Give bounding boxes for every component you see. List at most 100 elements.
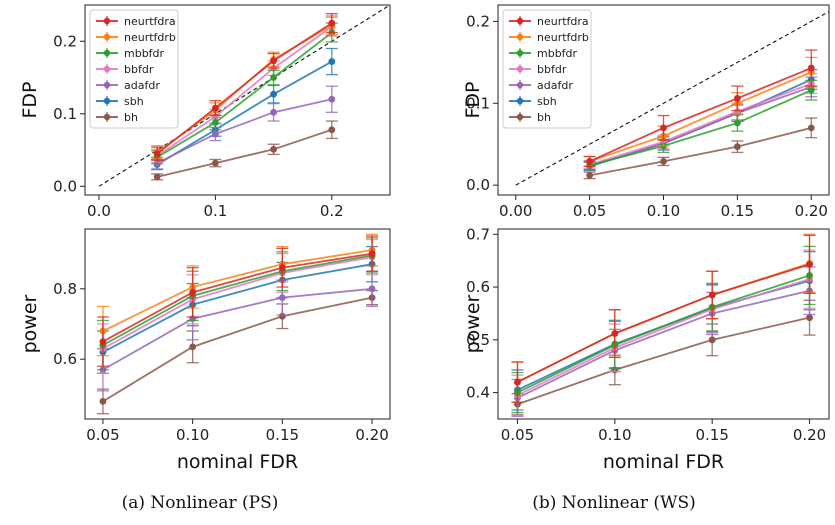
- series-line: [102, 249, 373, 332]
- y-tick-label: 0.4: [466, 384, 490, 402]
- legend-swatch-marker: [516, 81, 524, 89]
- series-line: [102, 296, 373, 403]
- x-tick-label: 0.20: [793, 426, 826, 444]
- legend-label: sbh: [537, 95, 557, 108]
- legend-label: bh: [537, 111, 551, 124]
- x-axis-label: nominal FDR: [603, 451, 724, 473]
- legend-item-sbh: sbh: [96, 95, 144, 108]
- y-tick-label: 0.6: [466, 278, 490, 296]
- legend-swatch-marker: [103, 97, 111, 105]
- legend-label: adafdr: [537, 79, 573, 92]
- data-point: [270, 74, 277, 81]
- x-tick-label: 0.2: [320, 202, 344, 220]
- y-tick-label: 0.5: [466, 331, 490, 349]
- panel-WS-power: 0.05 0.10 0.15 0.20 0.4 0.5 0.6 0.7 power nominal…: [462, 225, 830, 473]
- y-tick-label: 0.1: [466, 94, 490, 112]
- series-line: [156, 60, 333, 166]
- data-point: [99, 398, 107, 405]
- y-tick-label: 0.0: [53, 177, 77, 195]
- legend-swatch-marker: [516, 33, 524, 41]
- series-line: [589, 67, 812, 163]
- series-line: [589, 86, 812, 167]
- panel-WS-FDP: 0.00 0.05 0.10 0.15 0.20 0.0 0.1 0.2 FDP neurtfdr…: [462, 4, 830, 220]
- data-point: [586, 158, 594, 165]
- x-tick-label: 0.10: [176, 426, 209, 444]
- legend-swatch-marker: [103, 49, 111, 57]
- x-tick-label: 0.05: [86, 426, 119, 444]
- x-tick-label: 0.05: [501, 426, 534, 444]
- legend-item-bbfdr: bbfdr: [96, 63, 154, 76]
- legend: neurtfdra neurtfdrb mbbfdr bbfdr adafdr sbh bh: [89, 9, 179, 129]
- data-point: [514, 378, 521, 386]
- legend-item-neurtfdra: neurtfdra: [96, 15, 176, 28]
- y-axis-label: power: [462, 294, 484, 353]
- legend-label: mbbfdr: [124, 47, 165, 60]
- legend-item-bh: bh: [509, 111, 551, 124]
- legend-item-neurtfdrb: neurtfdrb: [96, 31, 176, 44]
- y-tick-label: 0.0: [466, 176, 490, 194]
- legend-item-bh: bh: [96, 111, 138, 124]
- series-line: [517, 263, 810, 383]
- x-tick-label: 0.15: [695, 426, 728, 444]
- series-line: [156, 98, 332, 164]
- x-tick-label: 0.1: [203, 202, 227, 220]
- series-bh: [583, 117, 818, 180]
- data-point: [807, 64, 815, 72]
- data-point: [270, 145, 277, 153]
- series-line: [517, 274, 810, 394]
- legend-swatch-marker: [516, 17, 524, 25]
- x-tick-label: 0.10: [598, 426, 631, 444]
- series-bh: [151, 120, 338, 181]
- y-tick-label: 0.6: [53, 350, 77, 368]
- data-point: [328, 19, 336, 27]
- data-point: [328, 126, 336, 134]
- series-line: [102, 256, 373, 350]
- legend-label: neurtfdrb: [537, 31, 589, 44]
- series-neurtfdra: [583, 49, 818, 167]
- series-line: [156, 22, 333, 155]
- series-line: [589, 71, 812, 163]
- legend-item-mbbfdr: mbbfdr: [509, 47, 578, 60]
- data-point: [153, 150, 161, 158]
- data-point: [807, 124, 815, 132]
- series-line: [102, 252, 373, 343]
- legend-item-adafdr: adafdr: [509, 79, 573, 92]
- legend-swatch-marker: [103, 65, 111, 73]
- legend-swatch-marker: [516, 97, 524, 105]
- legend-item-neurtfdrb: neurtfdrb: [509, 31, 589, 44]
- legend-item-sbh: sbh: [509, 95, 557, 108]
- series-line: [156, 26, 333, 157]
- x-tick-label: 0.05: [573, 202, 606, 220]
- data-point: [611, 330, 619, 337]
- data-point: [660, 124, 667, 132]
- caption-b: (b) Nonlinear (WS): [532, 493, 696, 513]
- legend-swatch-marker: [516, 49, 524, 57]
- data-point: [733, 119, 741, 127]
- y-axis-label: power: [19, 294, 41, 353]
- legend-item-bbfdr: bbfdr: [509, 63, 567, 76]
- y-axis-label: FDP: [462, 81, 484, 118]
- series-line: [517, 278, 810, 397]
- data-point: [708, 291, 716, 299]
- data-point: [278, 294, 286, 302]
- series-line: [589, 82, 812, 166]
- x-tick-label: 0.10: [647, 202, 680, 220]
- data-point: [211, 130, 219, 138]
- x-tick-label: 0.0: [87, 202, 111, 220]
- legend-swatch-marker: [103, 81, 111, 89]
- legend-swatch-marker: [103, 17, 111, 25]
- y-tick-label: 0.2: [53, 32, 77, 50]
- legend-swatch-marker: [103, 33, 111, 41]
- series-line: [517, 316, 810, 406]
- x-tick-label: 0.20: [795, 202, 828, 220]
- data-point: [278, 264, 286, 272]
- plot-frame: [497, 228, 830, 420]
- legend-label: neurtfdrb: [124, 31, 176, 44]
- series-line: [517, 289, 810, 399]
- data-point: [99, 338, 107, 345]
- data-point: [586, 171, 594, 179]
- y-tick-label: 0.1: [53, 105, 77, 123]
- series-mbbfdr: [583, 79, 818, 171]
- caption-a: (a) Nonlinear (PS): [121, 493, 279, 513]
